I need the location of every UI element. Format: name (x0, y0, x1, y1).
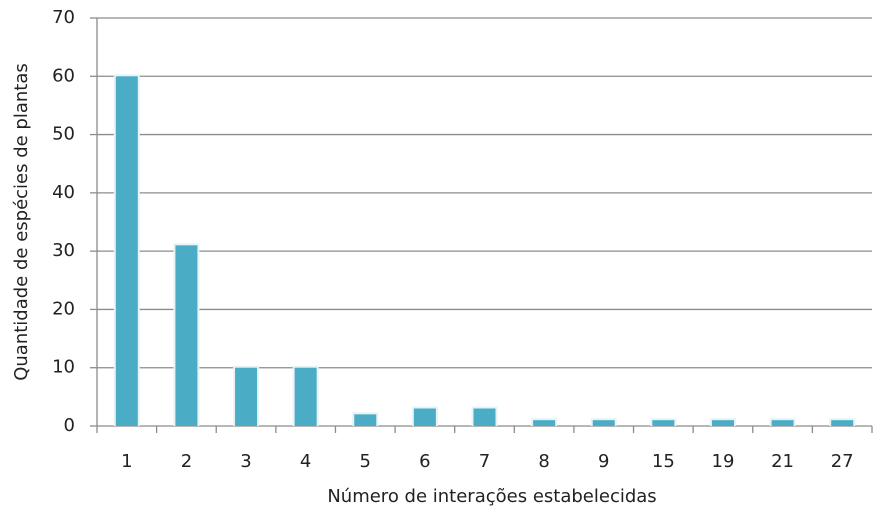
x-tick-label: 1 (121, 451, 132, 472)
x-tick-label: 7 (479, 451, 490, 472)
bar (771, 420, 794, 426)
y-tick-label: 20 (52, 298, 75, 319)
bar (235, 367, 258, 426)
bar (294, 367, 317, 426)
y-tick-label: 10 (52, 357, 75, 378)
x-tick-label: 9 (598, 451, 609, 472)
y-tick-label: 70 (52, 7, 75, 28)
bar (592, 420, 615, 426)
x-tick-label: 15 (652, 451, 675, 472)
x-tick-label: 21 (771, 451, 794, 472)
bar (354, 414, 377, 426)
x-axis-title: Número de interações estabelecidas (327, 486, 656, 507)
x-tick-label: 3 (240, 451, 251, 472)
x-tick-label: 2 (181, 451, 192, 472)
x-tick-label: 6 (419, 451, 430, 472)
x-tick-label: 27 (831, 451, 854, 472)
x-tick-label: 5 (360, 451, 371, 472)
y-tick-label: 60 (52, 65, 75, 86)
y-tick-label: 40 (52, 182, 75, 203)
bar (533, 420, 556, 426)
y-tick-label: 30 (52, 240, 75, 261)
x-tick-label: 8 (538, 451, 549, 472)
bar (652, 420, 675, 426)
bar (175, 245, 198, 426)
y-tick-label: 0 (64, 415, 75, 436)
y-tick-label: 50 (52, 124, 75, 145)
x-tick-label: 4 (300, 451, 311, 472)
bar (473, 408, 496, 426)
y-axis-title: Quantidade de espécies de plantas (11, 63, 32, 381)
bar (413, 408, 436, 426)
bar (115, 76, 138, 427)
bar (831, 420, 854, 426)
bar (711, 420, 734, 426)
x-tick-label: 19 (712, 451, 735, 472)
